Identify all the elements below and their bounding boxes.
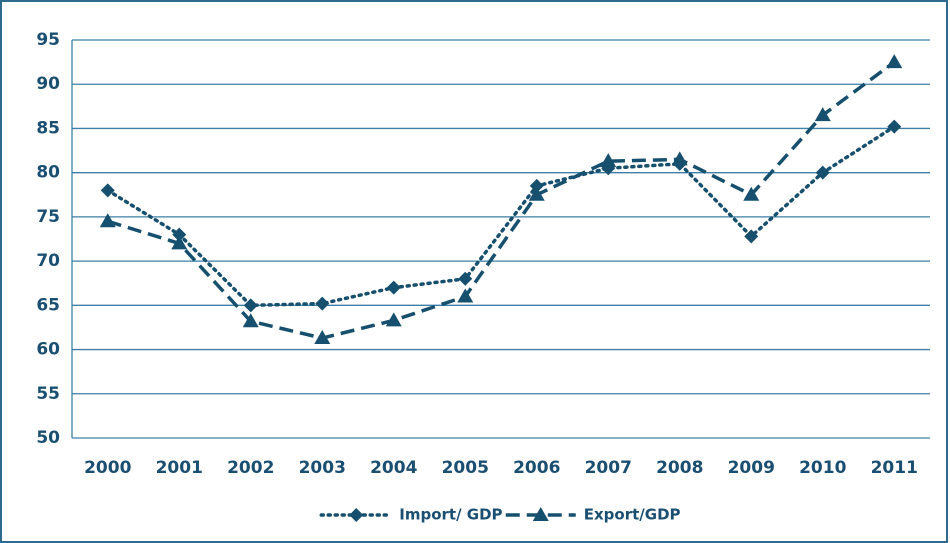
y-tick-label: 65 [36, 295, 60, 315]
y-tick-label: 50 [36, 428, 60, 448]
x-tick-label: 2001 [156, 458, 203, 478]
y-tick-label: 85 [36, 118, 60, 138]
x-tick-label: 2002 [227, 458, 274, 478]
x-tick-label: 2007 [585, 458, 632, 478]
marker [457, 288, 474, 303]
x-tick-label: 2003 [299, 458, 346, 478]
x-tick-label: 2006 [513, 458, 560, 478]
series-line [107, 60, 896, 340]
marker [528, 186, 545, 201]
y-tick-label: 80 [36, 163, 60, 183]
marker [386, 280, 401, 295]
marker [314, 330, 331, 345]
marker [743, 186, 760, 201]
marker [529, 178, 544, 193]
x-tick-label: 2000 [84, 458, 131, 478]
x-tick-label: 2005 [442, 458, 489, 478]
marker [815, 165, 830, 180]
marker [600, 153, 617, 168]
marker [100, 183, 115, 198]
marker [99, 213, 116, 228]
marker [532, 507, 549, 521]
marker [349, 508, 364, 522]
marker [887, 119, 902, 134]
series-line [106, 124, 896, 308]
marker [671, 151, 688, 166]
y-tick-label: 95 [36, 30, 60, 50]
legend-label: Export/GDP [584, 506, 681, 524]
y-tick-label: 70 [36, 251, 60, 271]
y-tick-label: 60 [36, 340, 60, 360]
marker [315, 296, 330, 311]
marker [385, 312, 402, 327]
legend: Import/ GDP Export/GDP [319, 506, 681, 524]
marker [243, 298, 258, 313]
x-tick-label: 2010 [799, 458, 846, 478]
x-tick-label: 2009 [728, 458, 775, 478]
x-tick-label: 2008 [656, 458, 703, 478]
plot [99, 54, 903, 345]
marker [458, 271, 473, 286]
y-tick-label: 55 [36, 384, 60, 404]
grid: 50 55 60 65 70 75 80 85 90 95 2000 2001 2002 2003 2004… [36, 30, 930, 478]
x-tick-label: 2004 [370, 458, 417, 478]
marker [242, 313, 259, 328]
marker [744, 229, 759, 244]
marker [814, 107, 831, 122]
y-tick-label: 75 [36, 207, 60, 227]
legend-label: Import/ GDP [399, 506, 502, 524]
marker [171, 235, 188, 250]
marker [172, 227, 187, 242]
x-tick-label: 2011 [871, 458, 918, 478]
y-tick-label: 90 [36, 74, 60, 94]
marker [886, 54, 903, 69]
